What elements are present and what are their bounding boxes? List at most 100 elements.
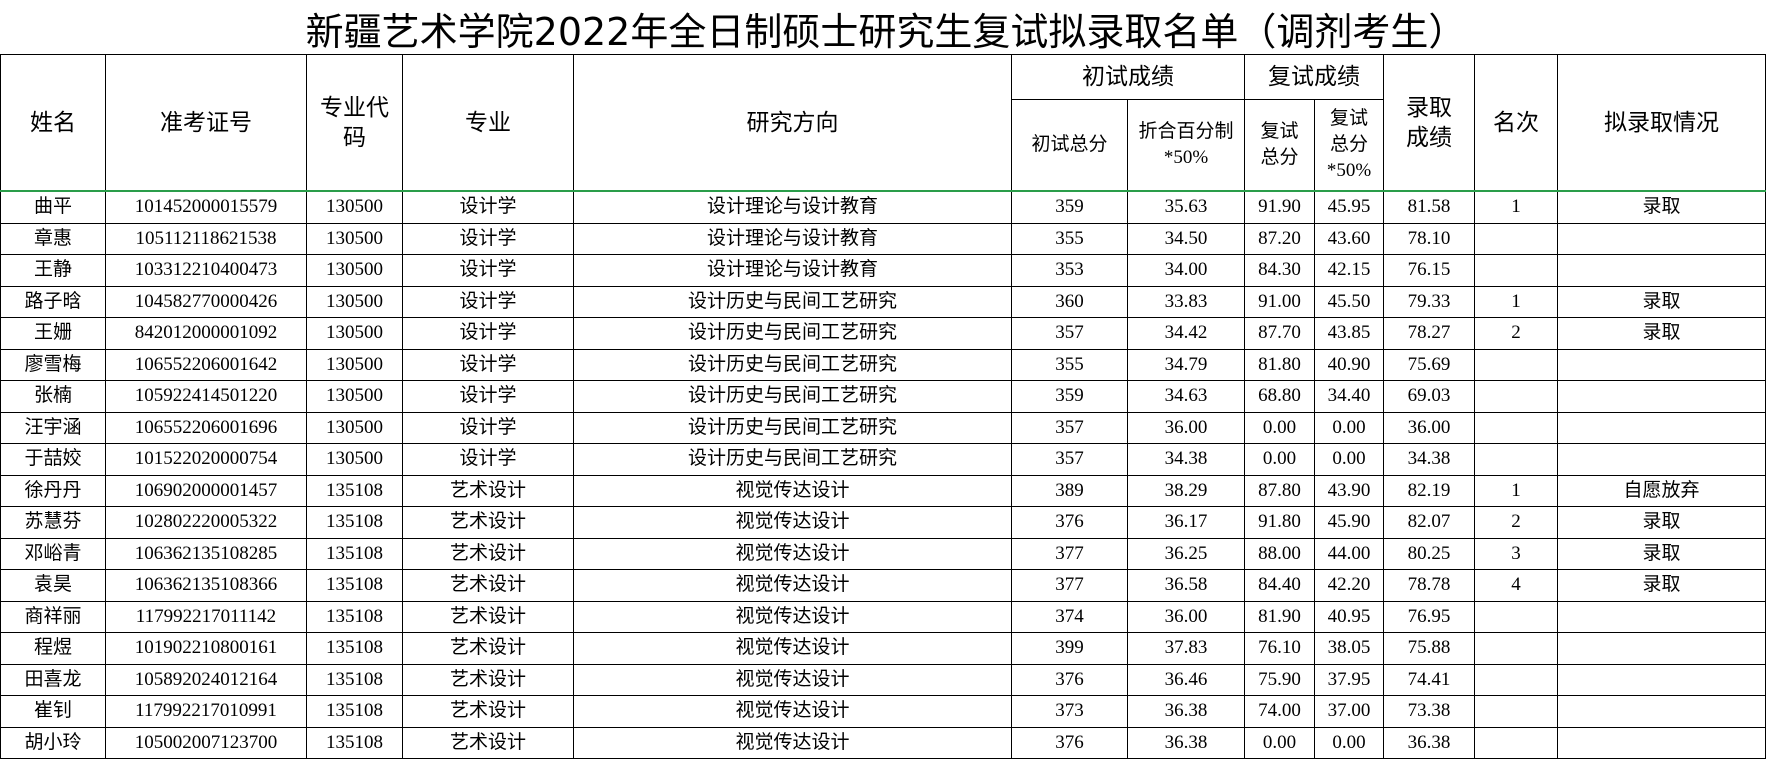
cell: 程煜: [0, 632, 106, 665]
cell: 106362135108366: [105, 569, 307, 602]
cell: 842012000001092: [105, 317, 307, 350]
cell: 36.38: [1127, 726, 1245, 759]
cell: 0.00: [1314, 443, 1384, 476]
cell: 34.00: [1127, 254, 1245, 287]
cell: 34.42: [1127, 317, 1245, 350]
cell: [1474, 726, 1558, 759]
cell: 106552206001642: [105, 348, 307, 381]
cell: 设计历史与民间工艺研究: [573, 411, 1012, 444]
cell: 73.38: [1383, 695, 1475, 728]
cell: 商祥丽: [0, 600, 106, 633]
cell: 105922414501220: [105, 380, 307, 413]
header-cell: 名次: [1474, 54, 1558, 192]
cell: 101902210800161: [105, 632, 307, 665]
cell: 设计学: [402, 222, 574, 255]
header-cell: 拟录取情况: [1557, 54, 1766, 192]
header-cell: 初试总分: [1011, 99, 1128, 192]
row: 王静 103312210400473 130500 设计学 设计理论与设计教育 353 34…: [0, 254, 1766, 287]
cell: 377: [1011, 537, 1128, 570]
cell: 45.90: [1314, 506, 1384, 539]
cell: 路子晗: [0, 285, 106, 318]
cell: 36.25: [1127, 537, 1245, 570]
cell: 录取: [1557, 317, 1766, 350]
admission-table: 姓名 准考证号 专业代码 专业 研究方向 初试成绩 复试成绩 录取成绩 名次 拟录取情况 初试总分折…: [0, 54, 1766, 759]
cell: 袁昊: [0, 569, 106, 602]
cell: 设计历史与民间工艺研究: [573, 443, 1012, 476]
cell: 78.78: [1383, 569, 1475, 602]
cell: 2: [1474, 317, 1558, 350]
cell: 艺术设计: [402, 632, 574, 665]
cell: 设计理论与设计教育: [573, 222, 1012, 255]
cell: 0.00: [1244, 411, 1315, 444]
cell: 设计学: [402, 254, 574, 287]
cell: 101522020000754: [105, 443, 307, 476]
row: 崔钊 117992217010991 135108 艺术设计 视觉传达设计 373 36.3…: [0, 695, 1766, 728]
header-cell: 研究方向: [573, 54, 1012, 192]
cell: 74.41: [1383, 663, 1475, 696]
header-cell: 复试总分: [1244, 99, 1315, 192]
cell: 设计理论与设计教育: [573, 190, 1012, 224]
cell: 视觉传达设计: [573, 695, 1012, 728]
cell: 艺术设计: [402, 506, 574, 539]
cell: 艺术设计: [402, 537, 574, 570]
cell: 106552206001696: [105, 411, 307, 444]
cell: [1474, 380, 1558, 413]
cell: 135108: [306, 695, 403, 728]
cell: 69.03: [1383, 380, 1475, 413]
cell: 33.83: [1127, 285, 1245, 318]
cell: [1557, 411, 1766, 444]
cell: 设计学: [402, 443, 574, 476]
cell: 艺术设计: [402, 663, 574, 696]
cell: 75.90: [1244, 663, 1315, 696]
row: 姓名 准考证号 专业代码 专业 研究方向 初试成绩 复试成绩 录取成绩 名次 拟录取情况: [0, 54, 1766, 192]
cell: 设计学: [402, 348, 574, 381]
cell: 艺术设计: [402, 569, 574, 602]
cell: 117992217010991: [105, 695, 307, 728]
header-cell: 初试成绩: [1011, 54, 1245, 100]
header-cell: 复试成绩: [1244, 54, 1384, 100]
cell: 4: [1474, 569, 1558, 602]
cell: 40.95: [1314, 600, 1384, 633]
cell: 视觉传达设计: [573, 632, 1012, 665]
cell: 135108: [306, 537, 403, 570]
cell: 34.63: [1127, 380, 1245, 413]
row: 徐丹丹 106902000001457 135108 艺术设计 视觉传达设计 389 38.…: [0, 474, 1766, 507]
cell: 357: [1011, 411, 1128, 444]
cell: 87.80: [1244, 474, 1315, 507]
cell: 81.80: [1244, 348, 1315, 381]
cell: 艺术设计: [402, 726, 574, 759]
cell: 373: [1011, 695, 1128, 728]
cell: 38.29: [1127, 474, 1245, 507]
cell: 353: [1011, 254, 1128, 287]
cell: 75.69: [1383, 348, 1475, 381]
cell: 43.90: [1314, 474, 1384, 507]
cell: 91.90: [1244, 190, 1315, 224]
cell: 101452000015579: [105, 190, 307, 224]
row: 苏慧芬 102802220005322 135108 艺术设计 视觉传达设计 376 36.…: [0, 506, 1766, 539]
cell: 3: [1474, 537, 1558, 570]
cell: [1474, 348, 1558, 381]
cell: [1557, 695, 1766, 728]
cell: 廖雪梅: [0, 348, 106, 381]
cell: 1: [1474, 474, 1558, 507]
cell: 录取: [1557, 285, 1766, 318]
cell: 崔钊: [0, 695, 106, 728]
cell: 36.58: [1127, 569, 1245, 602]
row: 程煜 101902210800161 135108 艺术设计 视觉传达设计 399 37.8…: [0, 632, 1766, 665]
cell: 82.07: [1383, 506, 1475, 539]
row: 章惠 105112118621538 130500 设计学 设计理论与设计教育 355 34…: [0, 222, 1766, 255]
cell: [1557, 222, 1766, 255]
cell: 84.40: [1244, 569, 1315, 602]
cell: 视觉传达设计: [573, 726, 1012, 759]
cell: 42.15: [1314, 254, 1384, 287]
cell: 78.10: [1383, 222, 1475, 255]
header-cell: 复试总分*50%: [1314, 99, 1384, 192]
cell: 43.60: [1314, 222, 1384, 255]
cell: 34.40: [1314, 380, 1384, 413]
cell: 359: [1011, 190, 1128, 224]
cell: 2: [1474, 506, 1558, 539]
cell: 37.00: [1314, 695, 1384, 728]
cell: 68.80: [1244, 380, 1315, 413]
cell: 357: [1011, 443, 1128, 476]
cell: 130500: [306, 285, 403, 318]
